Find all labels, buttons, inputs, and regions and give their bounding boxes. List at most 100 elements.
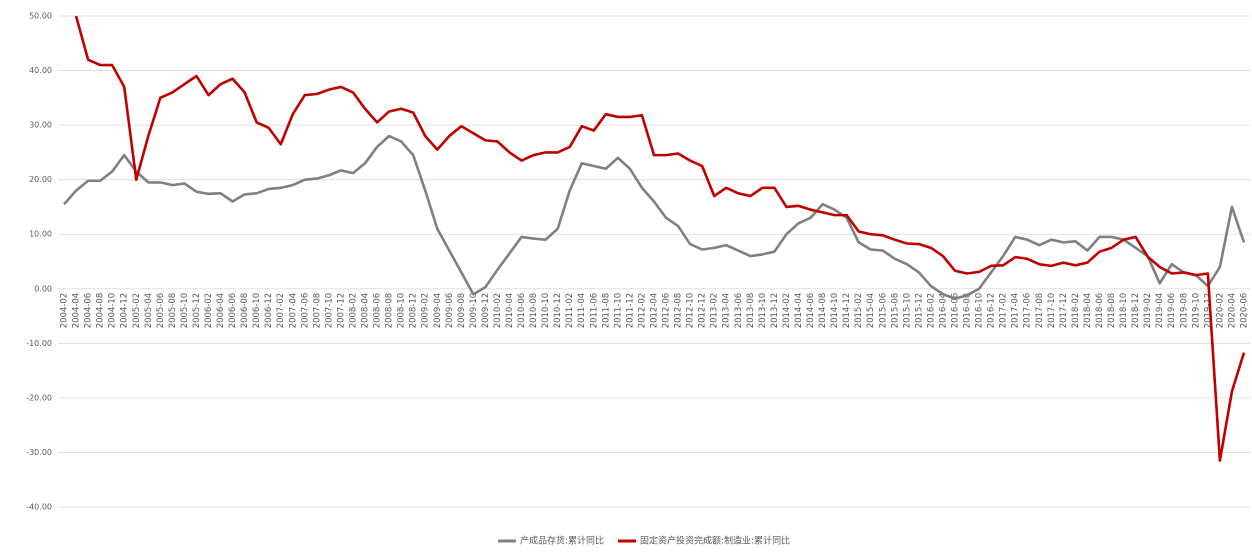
x-tick-label: 2008-06 (373, 293, 383, 329)
x-tick-label: 2018-10 (1119, 293, 1129, 329)
x-tick-label: 2008-04 (361, 293, 371, 329)
x-tick-label: 2017-04 (1011, 293, 1021, 329)
x-tick-label: 2013-06 (734, 293, 744, 329)
x-tick-label: 2020-04 (1227, 293, 1237, 329)
x-tick-label: 2020-06 (1239, 293, 1249, 329)
x-tick-label: 2005-10 (180, 293, 190, 329)
x-tick-label: 2016-02 (926, 293, 936, 329)
x-tick-label: 2016-06 (951, 293, 961, 329)
x-tick-label: 2011-04 (577, 293, 587, 329)
y-tick-label: 10.00 (29, 230, 52, 239)
x-tick-label: 2018-02 (1071, 293, 1081, 329)
x-tick-label: 2018-04 (1083, 293, 1093, 329)
x-tick-label: 2018-06 (1095, 293, 1105, 329)
x-tick-label: 2013-10 (758, 293, 768, 329)
x-tick-label: 2008-02 (348, 293, 358, 329)
x-tick-label: 2011-02 (565, 293, 575, 329)
x-tick-label: 2008-12 (409, 293, 419, 329)
x-tick-label: 2006-02 (204, 293, 214, 329)
x-tick-label: 2005-06 (156, 293, 166, 329)
x-tick-label: 2006-06 (228, 293, 238, 329)
x-tick-label: 2005-12 (192, 293, 202, 329)
x-tick-label: 2009-10 (469, 293, 479, 329)
y-tick-label: 0.00 (34, 284, 52, 293)
x-tick-label: 2008-10 (397, 293, 407, 329)
x-tick-label: 2015-10 (902, 293, 912, 329)
x-tick-label: 2019-06 (1167, 293, 1177, 329)
y-tick-label: -30.00 (26, 448, 52, 457)
x-tick-label: 2011-08 (601, 293, 611, 329)
series-line (63, 134, 1246, 300)
y-tick-label: -40.00 (26, 503, 52, 512)
x-tick-label: 2004-10 (108, 293, 118, 329)
x-tick-label: 2006-12 (264, 293, 274, 329)
y-tick-label: 20.00 (29, 175, 52, 184)
x-tick-label: 2005-02 (132, 293, 142, 329)
x-tick-label: 2016-04 (938, 293, 948, 329)
x-tick-label: 2014-04 (794, 293, 804, 329)
x-tick-label: 2014-08 (818, 293, 828, 329)
x-tick-label: 2017-12 (1059, 293, 1069, 329)
x-tick-label: 2016-12 (987, 293, 997, 329)
x-tick-label: 2016-08 (963, 293, 973, 329)
x-tick-label: 2008-08 (385, 293, 395, 329)
x-tick-label: 2005-08 (168, 293, 178, 329)
x-tick-label: 2011-06 (589, 293, 599, 329)
x-tick-label: 2014-06 (806, 293, 816, 329)
x-tick-label: 2004-06 (84, 293, 94, 329)
x-tick-label: 2015-08 (890, 293, 900, 329)
x-tick-label: 2017-06 (1023, 293, 1033, 329)
x-tick-label: 2013-04 (722, 293, 732, 329)
legend-label: 固定资产投资完成额:制造业:累计同比 (640, 535, 790, 547)
series-line (74, 15, 1246, 462)
y-tick-label: -20.00 (26, 393, 52, 402)
x-tick-label: 2014-02 (782, 293, 792, 329)
x-tick-label: 2015-12 (914, 293, 924, 329)
y-tick-label: -10.00 (26, 339, 52, 348)
x-tick-label: 2012-06 (662, 293, 672, 329)
x-tick-label: 2014-10 (830, 293, 840, 329)
x-tick-label: 2012-12 (698, 293, 708, 329)
x-tick-label: 2019-04 (1155, 293, 1165, 329)
y-tick-label: 50.00 (29, 12, 52, 21)
x-tick-label: 2012-02 (637, 293, 647, 329)
x-tick-label: 2004-12 (120, 293, 130, 329)
x-tick-label: 2016-10 (975, 293, 985, 329)
x-tick-label: 2019-10 (1191, 293, 1201, 329)
x-tick-label: 2013-08 (746, 293, 756, 329)
x-tick-label: 2010-06 (517, 293, 527, 329)
x-tick-label: 2006-08 (240, 293, 250, 329)
x-tick-label: 2012-10 (686, 293, 696, 329)
x-tick-label: 2010-02 (493, 293, 503, 329)
x-tick-label: 2009-04 (433, 293, 443, 329)
x-tick-label: 2010-04 (505, 293, 515, 329)
x-tick-label: 2006-04 (216, 293, 226, 329)
x-tick-label: 2004-02 (60, 293, 70, 329)
x-tick-label: 2015-06 (878, 293, 888, 329)
x-tick-label: 2013-12 (770, 293, 780, 329)
x-tick-label: 2007-06 (300, 293, 310, 329)
x-tick-label: 2009-02 (421, 293, 431, 329)
x-tick-label: 2019-02 (1143, 293, 1153, 329)
x-tick-label: 2007-02 (276, 293, 286, 329)
x-tick-label: 2009-12 (481, 293, 491, 329)
x-tick-label: 2011-10 (613, 293, 623, 329)
legend-label: 产成品存货:累计同比 (520, 535, 604, 547)
x-tick-label: 2006-10 (252, 293, 262, 329)
x-tick-label: 2017-10 (1047, 293, 1057, 329)
x-tick-label: 2010-10 (541, 293, 551, 329)
x-tick-label: 2017-02 (999, 293, 1009, 329)
x-tick-label: 2007-08 (312, 293, 322, 329)
x-tick-label: 2009-08 (457, 293, 467, 329)
x-tick-label: 2011-12 (625, 293, 635, 329)
x-tick-label: 2009-06 (445, 293, 455, 329)
x-tick-label: 2018-12 (1131, 293, 1141, 329)
x-tick-label: 2017-08 (1035, 293, 1045, 329)
x-tick-label: 2007-10 (324, 293, 334, 329)
x-tick-label: 2015-02 (854, 293, 864, 329)
x-tick-label: 2010-08 (529, 293, 539, 329)
x-tick-label: 2010-12 (553, 293, 563, 329)
y-tick-label: 30.00 (29, 121, 52, 130)
x-tick-label: 2007-12 (336, 293, 346, 329)
